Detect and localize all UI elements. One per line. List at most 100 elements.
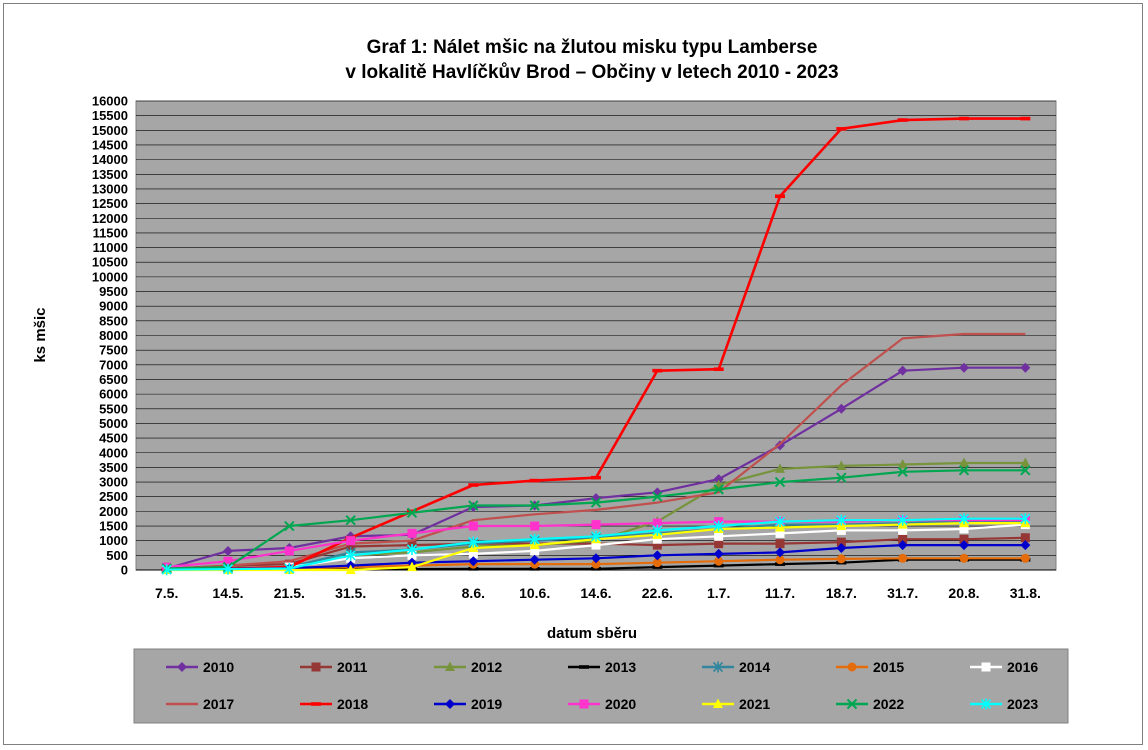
y-tick-label: 11500 [93, 225, 128, 240]
chart-title-line1: Graf 1: Nálet mšic na žlutou misku typu … [367, 37, 818, 58]
data-point [591, 520, 601, 530]
legend-label: 2018 [337, 696, 368, 712]
data-point [223, 556, 233, 566]
series-2022 [161, 465, 1031, 574]
y-tick-label: 10500 [92, 255, 128, 270]
x-tick-label: 18.7. [826, 585, 857, 601]
data-point [445, 661, 455, 671]
legend-entries: 2010 2011 2012 2013 2014 2015 2016 2017 2018 2019… [166, 659, 1038, 712]
series-2023 [161, 513, 1031, 576]
x-axis-label: datum sběru [547, 625, 637, 642]
data-point [530, 521, 540, 531]
y-tick-label: 10000 [92, 269, 128, 284]
data-point [959, 540, 969, 551]
data-point [591, 475, 601, 480]
data-point [1020, 457, 1031, 468]
data-point [406, 507, 418, 519]
legend-item: 2022 [836, 696, 904, 712]
legend-label: 2014 [739, 659, 770, 675]
data-point [652, 558, 662, 568]
data-point [775, 555, 785, 565]
data-point [898, 553, 908, 563]
series-lines [161, 116, 1031, 576]
data-point [714, 531, 724, 541]
legend-item: 2016 [970, 659, 1038, 675]
data-point [407, 528, 417, 538]
y-tick-label: 5500 [99, 401, 128, 416]
data-point [652, 518, 662, 528]
y-tick-label: 6500 [99, 372, 128, 387]
data-point [958, 513, 970, 525]
data-point [836, 514, 847, 526]
data-point [346, 542, 356, 552]
legend-item: 2012 [434, 659, 502, 675]
data-point [1020, 362, 1031, 373]
data-point [846, 698, 858, 710]
y-tick-label: 13500 [92, 167, 128, 182]
data-point [959, 553, 969, 563]
data-point [897, 365, 908, 376]
data-point [847, 662, 857, 672]
legend-item: 2020 [568, 696, 636, 712]
legend-item: 2019 [434, 696, 502, 712]
y-tick-label: 6000 [99, 387, 128, 402]
legend-label: 2015 [873, 659, 904, 675]
chart-frame [3, 3, 1143, 745]
data-point [579, 665, 589, 669]
data-point [590, 530, 602, 542]
data-point [311, 662, 321, 672]
data-point [652, 524, 663, 536]
data-point [959, 457, 969, 468]
data-point [898, 525, 908, 535]
y-tick-label: 8500 [99, 313, 128, 328]
legend-item: 2015 [836, 659, 904, 675]
x-tick-label: 31.7. [887, 585, 918, 601]
y-tick-label: 1000 [99, 533, 128, 548]
data-point [1020, 553, 1030, 563]
data-point [284, 546, 294, 556]
legend-label: 2023 [1007, 696, 1038, 712]
data-point [959, 534, 969, 544]
legend-label: 2019 [471, 696, 502, 712]
y-tick-label: 15000 [92, 123, 128, 138]
data-point [775, 539, 785, 549]
legend-item: 2021 [702, 696, 770, 712]
y-tick-label: 12000 [92, 211, 128, 226]
y-tick-label: 12500 [92, 196, 128, 211]
data-point [530, 546, 540, 556]
data-point [591, 540, 601, 550]
x-tick-label: 21.5. [274, 585, 305, 601]
y-tick-label: 2500 [99, 489, 128, 504]
data-point [836, 554, 846, 564]
data-point [284, 563, 295, 575]
data-point [284, 520, 295, 532]
data-point [959, 116, 969, 121]
data-point [958, 465, 970, 476]
legend-label: 2013 [605, 659, 636, 675]
data-point [591, 553, 601, 564]
series-line [166, 332, 1026, 571]
data-point [713, 474, 724, 485]
data-point [836, 403, 847, 414]
data-point [897, 466, 908, 478]
data-point [836, 537, 846, 547]
y-tick-label: 8000 [99, 328, 128, 343]
x-tick-label: 14.6. [580, 585, 611, 601]
data-point [468, 536, 479, 548]
legend-label: 2016 [1007, 659, 1038, 675]
legend-label: 2011 [337, 659, 368, 675]
y-tick-label: 500 [106, 548, 128, 563]
y-tick-label: 14000 [92, 152, 128, 167]
data-point [407, 550, 417, 560]
data-point [897, 540, 908, 551]
y-tick-label: 3000 [99, 475, 128, 490]
data-point [1020, 513, 1031, 525]
x-tick-label: 1.7. [707, 585, 730, 601]
legend [133, 648, 1069, 724]
data-point [836, 525, 846, 535]
y-tick-label: 0 [121, 563, 128, 578]
data-point [345, 564, 356, 574]
y-tick-label: 4500 [99, 431, 128, 446]
data-point [897, 514, 908, 526]
